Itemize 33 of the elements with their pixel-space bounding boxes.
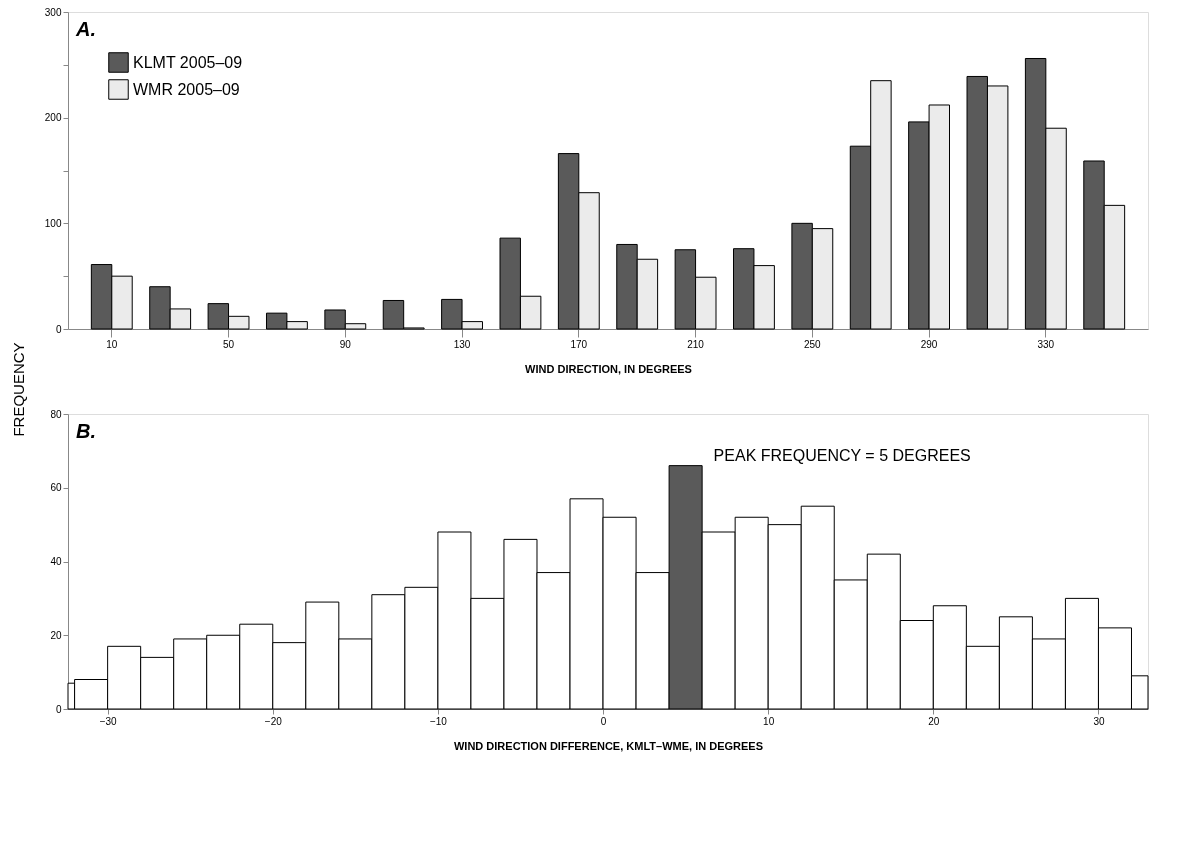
- y-axis-title: FREQUENCY: [9, 342, 27, 437]
- x-tick-label: 250: [803, 338, 822, 350]
- x-tick-label: 90: [339, 338, 352, 350]
- x-axis-title: WIND DIRECTION DIFFERENCE, KMLT–WME, IN DEGREES: [453, 739, 764, 752]
- chart-title: B.: [76, 420, 96, 442]
- x-tick-label: 10: [106, 338, 118, 350]
- y-tick-label: 300: [44, 6, 62, 18]
- x-tick-label: 10: [763, 715, 775, 727]
- annotation: PEAK FREQUENCY = 5 DEGREES: [713, 446, 971, 464]
- x-tick-label: −30: [99, 715, 118, 727]
- y-tick-label: 20: [50, 629, 62, 641]
- y-tick-label: 80: [50, 408, 62, 420]
- x-tick-label: −10: [429, 715, 448, 727]
- y-tick-label: 200: [44, 112, 62, 124]
- x-tick-label: 20: [928, 715, 940, 727]
- legend-label: KLMT 2005–09: [133, 53, 243, 71]
- y-tick-label: 60: [50, 482, 62, 494]
- x-tick-label: 210: [687, 338, 705, 350]
- y-tick-label: 100: [44, 217, 62, 229]
- x-tick-label: 130: [453, 338, 471, 350]
- x-tick-label: 0: [600, 715, 607, 727]
- y-tick-label: 0: [55, 323, 62, 335]
- x-tick-label: 170: [570, 338, 588, 350]
- chart-title: A.: [75, 18, 96, 40]
- x-tick-label: 290: [920, 338, 938, 350]
- x-tick-label: 50: [222, 338, 235, 350]
- x-axis-title: WIND DIRECTION, IN DEGREES: [525, 362, 692, 375]
- legend-label: WMR 2005–09: [133, 80, 240, 98]
- y-tick-label: 40: [50, 556, 62, 567]
- y-tick-label: 0: [55, 703, 62, 715]
- x-tick-label: 30: [1093, 715, 1105, 727]
- x-tick-label: 330: [1037, 338, 1055, 350]
- x-tick-label: −20: [264, 715, 283, 727]
